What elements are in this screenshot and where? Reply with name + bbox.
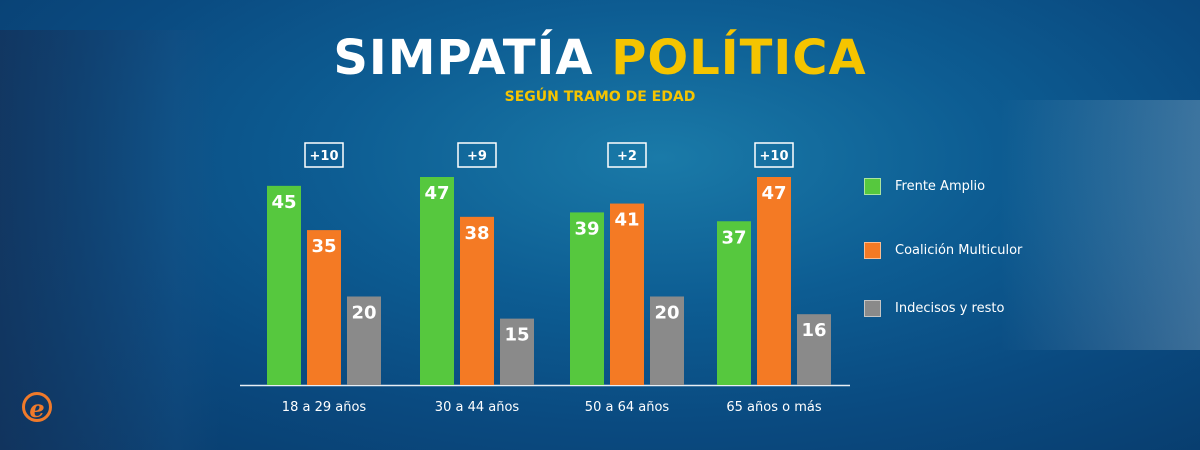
bar xyxy=(460,216,494,385)
margin-label: +10 xyxy=(760,149,789,164)
title-white: SIMPATÍA xyxy=(333,30,594,86)
margin-box xyxy=(457,142,497,168)
data-label: 37 xyxy=(721,227,746,248)
data-label: 20 xyxy=(351,302,376,323)
bar xyxy=(650,296,684,385)
legend-swatch xyxy=(864,242,881,259)
x-tick-label: 50 a 64 años xyxy=(585,400,670,415)
legend-swatch xyxy=(864,178,881,195)
legend-label: Frente Amplio xyxy=(895,179,986,194)
legend-label: Coalición Multiculor xyxy=(895,243,1023,258)
margin-box xyxy=(754,142,794,168)
bar xyxy=(307,230,341,385)
data-label: 20 xyxy=(654,302,679,323)
margin-box xyxy=(304,142,344,168)
margin-box xyxy=(607,142,647,168)
data-label: 16 xyxy=(801,320,826,341)
data-label: 39 xyxy=(574,218,599,239)
bar xyxy=(610,203,644,385)
bar xyxy=(757,177,791,385)
background-building xyxy=(0,30,220,450)
x-tick-label: 30 a 44 años xyxy=(435,400,520,415)
bar xyxy=(717,221,751,385)
legend-item-indecisos: Indecisos y resto xyxy=(864,300,1004,317)
legend-label: Indecisos y resto xyxy=(895,301,1005,316)
legend-swatch xyxy=(864,300,881,317)
chart-subtitle: SEGÚN TRAMO DE EDAD xyxy=(504,89,696,105)
margin-label: +10 xyxy=(310,149,339,164)
data-label: 35 xyxy=(311,236,336,257)
bar xyxy=(267,185,301,385)
data-label: 45 xyxy=(271,192,296,213)
title-yellow: POLÍTICA xyxy=(611,30,867,86)
data-label: 41 xyxy=(614,210,639,231)
margin-label: +9 xyxy=(467,149,487,164)
legend-item-frente-amplio: Frente Amplio xyxy=(864,178,985,195)
x-tick-label: 18 a 29 años xyxy=(282,400,367,415)
margin-label: +2 xyxy=(617,149,637,164)
legend-item-coalicion: Coalición Multiculor xyxy=(864,242,1022,259)
bar xyxy=(570,212,604,385)
brand-logo: e xyxy=(22,392,52,423)
data-label: 38 xyxy=(464,223,489,244)
data-label: 47 xyxy=(424,183,449,204)
background-ballot xyxy=(1000,100,1200,350)
bar xyxy=(797,314,831,385)
bar xyxy=(500,318,534,385)
chart-title: SIMPATÍA POLÍTICA xyxy=(0,30,1200,86)
data-label: 15 xyxy=(504,325,529,346)
bar xyxy=(347,296,381,385)
x-tick-label: 65 años o más xyxy=(726,400,821,415)
data-label: 47 xyxy=(761,183,786,204)
bar xyxy=(420,177,454,385)
